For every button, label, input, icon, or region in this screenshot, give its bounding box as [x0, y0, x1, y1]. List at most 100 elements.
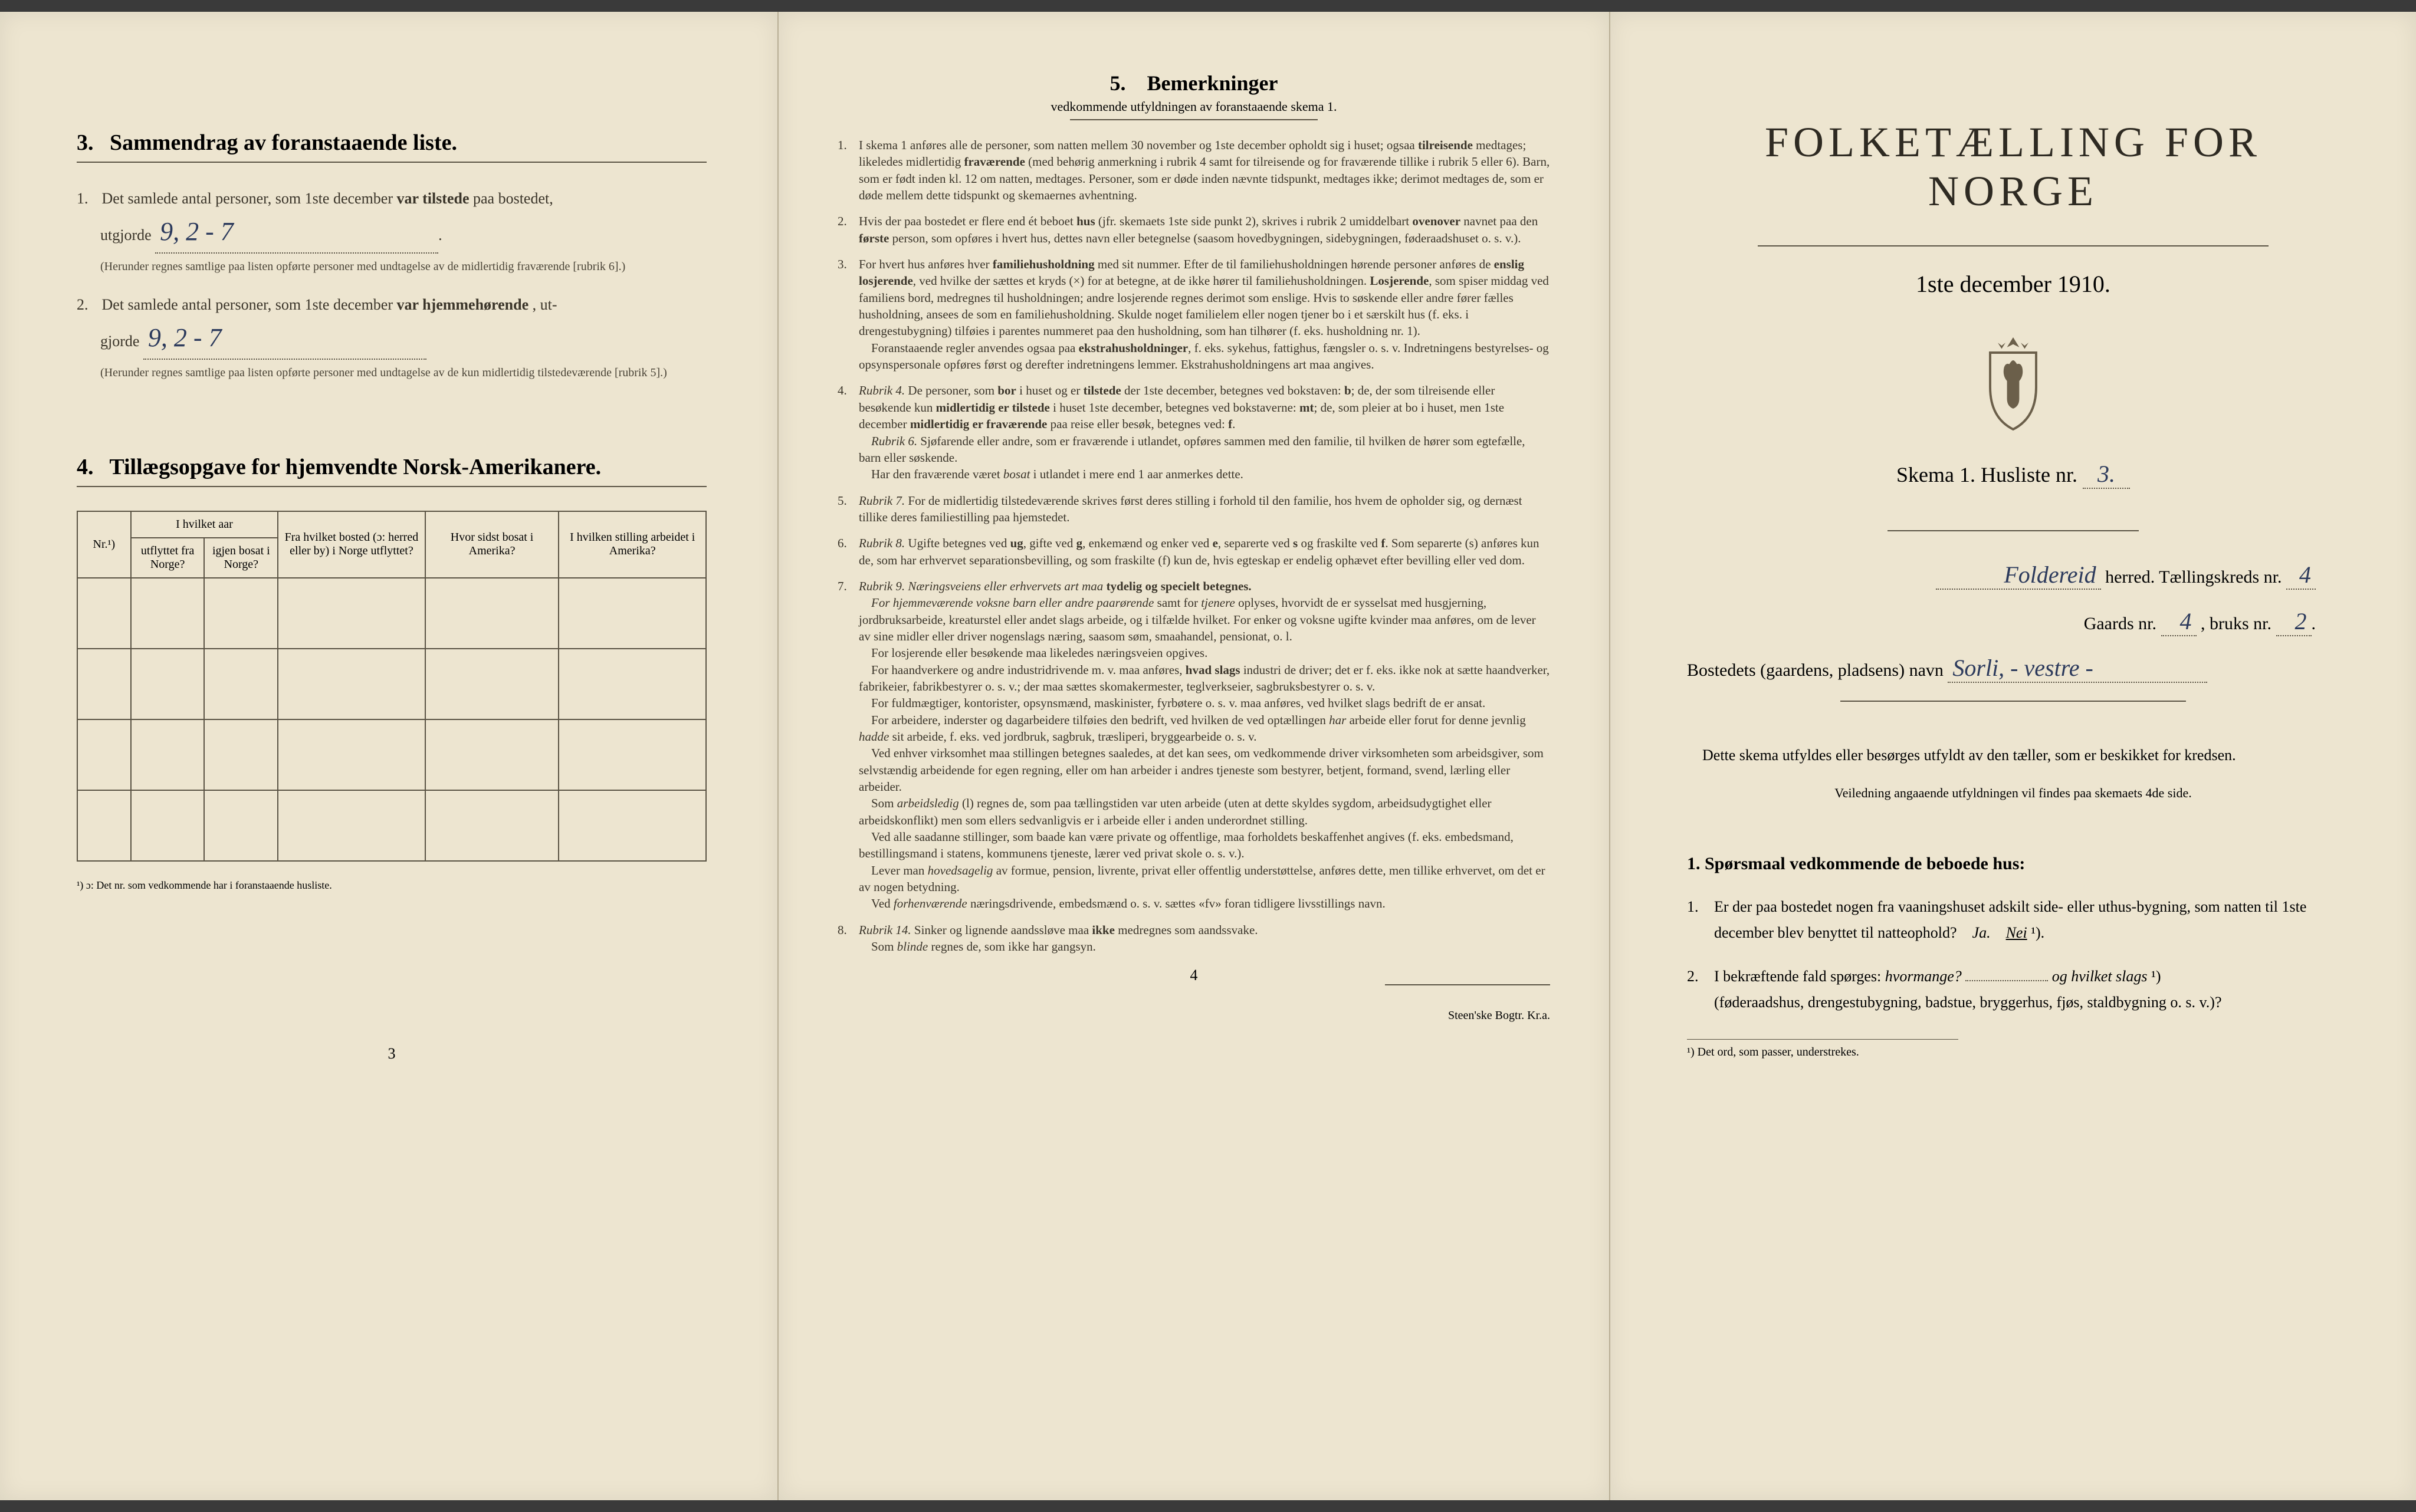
q1-ja: Ja.	[1972, 924, 1991, 941]
herred-line: Foldereid herred. Tællingskreds nr. 4	[1687, 561, 2316, 590]
herred-value: Foldereid	[2004, 561, 2096, 588]
item-2-value-field: 9, 2 - 7	[143, 317, 426, 360]
q2-text-a: I bekræftende fald spørges:	[1714, 968, 1885, 985]
col-amerika-bosat: Hvor sidst bosat i Amerika?	[425, 511, 559, 578]
section-4-title: Tillægsopgave for hjemvendte Norsk-Ameri…	[109, 455, 601, 479]
remarks-item-number: 4.	[838, 382, 859, 482]
remarks-item-number: 7.	[838, 578, 859, 912]
remarks-item: 6.Rubrik 8. Ugifte betegnes ved ug, gift…	[838, 535, 1550, 568]
item-2-handwritten: 9, 2 - 7	[148, 323, 222, 352]
item-1-text-c: paa bostedet,	[473, 190, 553, 207]
remarks-item: 8.Rubrik 14. Sinker og lignende aandsslø…	[838, 922, 1550, 955]
kreds-field: 4	[2286, 561, 2316, 590]
q2-blank	[1965, 980, 2048, 981]
schema-rule	[1888, 530, 2139, 531]
footnote-rule	[1687, 1039, 1958, 1040]
question-2: 2. I bekræftende fald spørges: hvormange…	[1687, 964, 2339, 1015]
section-4-table: Nr.¹) I hvilket aar Fra hvilket bosted (…	[77, 511, 707, 862]
herred-label: herred. Tællingskreds nr.	[2105, 567, 2286, 587]
guide-note: Veiledning angaaende utfyldningen vil fi…	[1687, 785, 2339, 801]
gaards-label-b: , bruks nr.	[2201, 614, 2276, 633]
schema-number-field: 3.	[2083, 460, 2130, 489]
table-row	[77, 719, 706, 790]
q1-text: Er der paa bostedet nogen fra vaaningshu…	[1714, 894, 2339, 946]
q2-text-b: hvormange?	[1885, 968, 1965, 985]
section-3-item-1: 1. Det samlede antal personer, som 1ste …	[77, 186, 707, 275]
remarks-item-number: 5.	[838, 492, 859, 526]
remarks-item-text: Rubrik 4. De personer, som bor i huset o…	[859, 382, 1550, 482]
footnote-text: ¹) Det ord, som passer, understrekes.	[1687, 1046, 2339, 1059]
panel-right-front-page: FOLKETÆLLING FOR NORGE 1ste december 191…	[1610, 12, 2416, 1500]
gaards-value: 4	[2180, 608, 2192, 635]
remarks-item-text: Rubrik 9. Næringsveiens eller erhvervets…	[859, 578, 1550, 912]
table-row	[77, 649, 706, 719]
remarks-item-number: 2.	[838, 213, 859, 246]
table-row	[77, 578, 706, 649]
schema-number-value: 3.	[2097, 461, 2115, 487]
question-1: 1. Er der paa bostedet nogen fra vaaning…	[1687, 894, 2339, 946]
item-1-value-field: 9, 2 - 7	[155, 211, 438, 254]
remarks-item: 3.For hvert hus anføres hver familiehush…	[838, 256, 1550, 373]
item-2-number: 2.	[77, 292, 98, 317]
document-triptych: 3. Sammendrag av foranstaaende liste. 1.…	[0, 12, 2416, 1500]
q1-nei: Nei	[2006, 924, 2027, 941]
col-year-sub1: utflyttet fra Norge?	[131, 538, 205, 578]
section-3-title: Sammendrag av foranstaaende liste.	[110, 130, 457, 155]
item-2-text-a: Det samlede antal personer, som 1ste dec…	[102, 296, 397, 313]
section-3-number: 3.	[77, 130, 94, 155]
bruks-value: 2	[2295, 608, 2307, 635]
q2-sup: ¹)	[2151, 968, 2161, 985]
remarks-item-text: Rubrik 7. For de midlertidig tilstedevær…	[859, 492, 1550, 526]
col-year: I hvilket aar	[131, 511, 278, 538]
remarks-item-text: Hvis der paa bostedet er flere end ét be…	[859, 213, 1550, 246]
page-number-4: 4	[838, 967, 1550, 984]
section-3-rule	[77, 162, 707, 163]
item-1-line2-a: utgjorde	[100, 226, 152, 244]
item-1-text-b: var tilstede	[397, 190, 470, 207]
section-4-heading: 4. Tillægsopgave for hjemvendte Norsk-Am…	[77, 454, 707, 480]
col-nr: Nr.¹)	[77, 511, 131, 578]
section-5-heading: 5. Bemerkninger	[838, 71, 1550, 96]
q1-sup: ¹).	[2031, 924, 2044, 941]
item-2-line2-a: gjorde	[100, 333, 139, 350]
item-2-note: (Herunder regnes samtlige paa listen opf…	[100, 364, 707, 381]
crest-icon	[1975, 333, 2051, 433]
section-3-body: 1. Det samlede antal personer, som 1ste …	[77, 186, 707, 381]
item-1-handwritten: 9, 2 - 7	[160, 217, 234, 246]
remarks-item-number: 3.	[838, 256, 859, 373]
section-5-title: Bemerkninger	[1147, 71, 1278, 95]
section-4-rule	[77, 486, 707, 487]
remarks-item: 5.Rubrik 7. For de midlertidig tilstedev…	[838, 492, 1550, 526]
bosted-label: Bostedets (gaardens, pladsens) navn	[1687, 660, 1948, 680]
q2-text: I bekræftende fald spørges: hvormange? o…	[1714, 964, 2339, 1015]
item-1-text-a: Det samlede antal personer, som 1ste dec…	[102, 190, 397, 207]
section-5-rule	[1070, 119, 1318, 120]
schema-label: Skema 1. Husliste nr.	[1896, 463, 2077, 487]
remarks-item-number: 6.	[838, 535, 859, 568]
section-5-list: 1.I skema 1 anføres alle de personer, so…	[838, 137, 1550, 955]
remarks-item: 1.I skema 1 anføres alle de personer, so…	[838, 137, 1550, 203]
title-rule	[1758, 245, 2269, 246]
table-header-row-1: Nr.¹) I hvilket aar Fra hvilket bosted (…	[77, 511, 706, 538]
col-bosted: Fra hvilket bosted (ɔ: herred eller by) …	[278, 511, 425, 578]
section-5-number: 5.	[1110, 71, 1126, 95]
bosted-field: Sorli, - vestre -	[1948, 654, 2207, 683]
herred-field: Foldereid	[1936, 561, 2101, 590]
item-2-text-b: var hjemmehørende	[397, 296, 529, 313]
remarks-item: 4.Rubrik 4. De personer, som bor i huset…	[838, 382, 1550, 482]
section-4-number: 4.	[77, 455, 94, 479]
section-5-subtitle: vedkommende utfyldningen av foranstaaend…	[838, 99, 1550, 114]
date-line: 1ste december 1910.	[1687, 270, 2339, 298]
gaards-field: 4	[2161, 607, 2197, 636]
remarks-item-text: I skema 1 anføres alle de personer, som …	[859, 137, 1550, 203]
q2-text-d: (føderaadshus, drengestubygning, badstue…	[1714, 994, 2222, 1011]
section-4-tbody	[77, 578, 706, 861]
main-title: FOLKETÆLLING FOR NORGE	[1687, 118, 2339, 216]
page-number-3: 3	[77, 1045, 707, 1063]
q1-number: 1.	[1687, 894, 1714, 946]
remarks-item: 7.Rubrik 9. Næringsveiens eller erhverve…	[838, 578, 1550, 912]
remarks-item-number: 8.	[838, 922, 859, 955]
section-4-footnote: ¹) ɔ: Det nr. som vedkommende har i fora…	[77, 879, 707, 892]
printer-credit: Steen'ske Bogtr. Kr.a.	[838, 1009, 1550, 1023]
table-row	[77, 790, 706, 861]
